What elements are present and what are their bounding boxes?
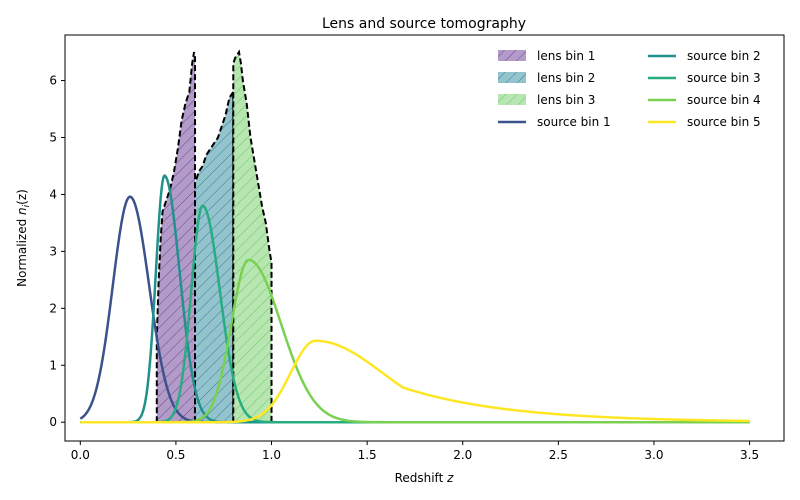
legend-swatch-lens-1: [498, 50, 526, 61]
legend-label: source bin 3: [687, 71, 761, 85]
x-tick-label: 3.0: [644, 448, 663, 462]
legend-label: lens bin 2: [537, 71, 595, 85]
y-axis-label: Normalized ni(z): [15, 189, 32, 287]
y-tick-label: 3: [49, 244, 57, 258]
source-bin-5-line: [80, 339, 750, 424]
legend-label: lens bin 3: [537, 93, 595, 107]
x-axis-label: Redshift z: [395, 471, 455, 485]
legend: lens bin 1 lens bin 2 lens bin 3 source bin…: [498, 49, 761, 129]
y-axis-ticks: 0 1 2 3 4 5 6: [49, 74, 65, 429]
legend-label: source bin 4: [687, 93, 761, 107]
x-tick-label: 1.5: [358, 448, 377, 462]
x-axis-ticks: 0.0 0.5 1.0 1.5 2.0 2.5 3.0 3.5: [71, 441, 759, 462]
lens-bins: [155, 49, 273, 423]
plot-area: [79, 49, 750, 424]
x-tick-label: 2.0: [453, 448, 472, 462]
legend-label: lens bin 1: [537, 49, 595, 63]
legend-label: source bin 1: [537, 115, 611, 129]
y-tick-label: 6: [49, 74, 57, 88]
x-tick-label: 1.0: [262, 448, 281, 462]
y-tick-label: 0: [49, 415, 57, 429]
lens-bin-3-area: [233, 52, 272, 423]
lens-bin-3-outline: [232, 49, 273, 423]
x-tick-label: 0.0: [71, 448, 90, 462]
lens-bin-1-outline: [155, 51, 197, 423]
x-tick-label: 2.5: [549, 448, 568, 462]
legend-swatch-lens-3: [498, 94, 526, 105]
lens-bin-2-outline: [194, 88, 235, 423]
plot-frame: [64, 34, 785, 442]
legend-swatch-lens-2: [498, 72, 526, 83]
y-tick-label: 1: [49, 358, 57, 372]
chart-title: Lens and source tomography: [322, 16, 526, 32]
y-tick-label: 2: [49, 301, 57, 315]
x-tick-label: 3.5: [740, 448, 759, 462]
y-tick-label: 4: [49, 187, 57, 201]
legend-label: source bin 2: [687, 49, 761, 63]
y-tick-label: 5: [49, 130, 57, 144]
x-tick-label: 0.5: [166, 448, 185, 462]
legend-label: source bin 5: [687, 115, 761, 129]
source-bins: [79, 174, 750, 424]
